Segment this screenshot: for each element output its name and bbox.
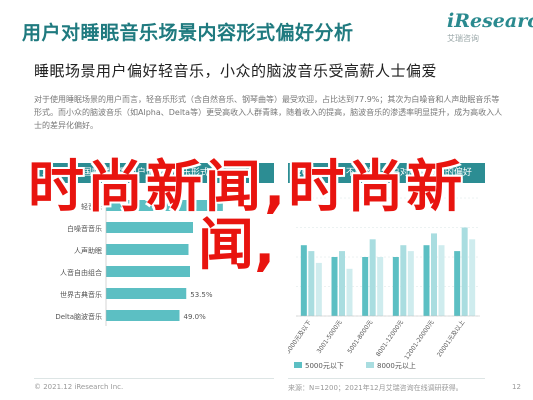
- bar: [300, 245, 307, 316]
- bar: [106, 288, 187, 299]
- x-tick-label: 20001元及以上: [435, 319, 466, 359]
- data-label: 49.0%: [184, 313, 207, 321]
- slide-subtitle: 睡眠场景用户偏好轻音乐，小众的脑波音乐受高薪人士偏爱: [34, 62, 438, 80]
- bar: [362, 257, 369, 316]
- bar: [438, 245, 445, 316]
- right-chart-title: 2021年中国不同收入用户对脑波音乐的偏好: [288, 163, 485, 183]
- bar: [400, 245, 407, 316]
- bar: [315, 262, 322, 316]
- bar: [308, 251, 315, 316]
- bar: [377, 257, 384, 316]
- x-tick-label: 5001-8000元: [346, 319, 374, 355]
- x-tick-label: 3001-5000元: [316, 319, 344, 355]
- category-label: 人声助眠: [74, 246, 102, 255]
- legend-swatch: [366, 362, 374, 368]
- legend-label: 5000元以下: [305, 362, 344, 370]
- bar: [346, 268, 353, 316]
- category-label: 白噪音音乐: [67, 224, 102, 233]
- footer-divider-left: [34, 378, 274, 379]
- bar: [339, 251, 345, 316]
- category-label: 人音自由组合: [60, 268, 102, 277]
- iresearch-logo-text: iResearch: [447, 10, 533, 32]
- bar: [106, 222, 193, 233]
- bar: [392, 257, 399, 316]
- category-label: 轻音乐: [81, 202, 102, 211]
- bar: [106, 244, 189, 255]
- bar: [469, 239, 476, 316]
- x-tick-label: 12001-20000元: [403, 319, 435, 361]
- legend-label: 8000元以上: [377, 361, 416, 370]
- description-text: 对于使用睡眠场景的用户而言，轻音乐形式（含自然音乐、钢琴曲等）最受欢迎，占比达到…: [34, 95, 503, 130]
- bar: [331, 257, 338, 316]
- legend-swatch: [294, 362, 302, 368]
- category-label: Delta脑波音乐: [55, 312, 102, 321]
- page-number: 12: [512, 383, 521, 391]
- bar: [454, 251, 461, 316]
- data-label: 53.5%: [190, 291, 213, 299]
- brand-subtext: 艾瑞咨询: [447, 34, 479, 43]
- bar: [369, 239, 376, 316]
- right-bar-chart: 3000元及以下 3001-5000元 5001-8000元 8001-12000元1…: [288, 197, 480, 370]
- footer-divider-right: [288, 378, 485, 379]
- bar: [461, 227, 468, 316]
- category-label: 世界古典音乐: [60, 290, 102, 299]
- footer-note-right: 来源：N=1200；2021年12月艾瑞咨询在线调研获得。: [288, 384, 463, 392]
- footer-note-left: © 2021.12 iResearch Inc.: [34, 383, 124, 391]
- brand-logo: iResearch 艾瑞咨询: [447, 10, 533, 44]
- bar: [431, 233, 437, 316]
- page-title: 用户对睡眠音乐场景内容形式偏好分析: [22, 22, 354, 44]
- x-tick-label: 8001-12000元: [375, 319, 405, 358]
- bar: [106, 200, 223, 211]
- left-chart-title: 2021年中国睡眠场景用户偏好的音乐形式: [34, 163, 274, 183]
- bar: [106, 266, 190, 277]
- bar: [423, 245, 430, 316]
- x-tick-label: 3000元及以下: [288, 319, 313, 355]
- bar: [407, 251, 414, 316]
- bar: [106, 310, 180, 321]
